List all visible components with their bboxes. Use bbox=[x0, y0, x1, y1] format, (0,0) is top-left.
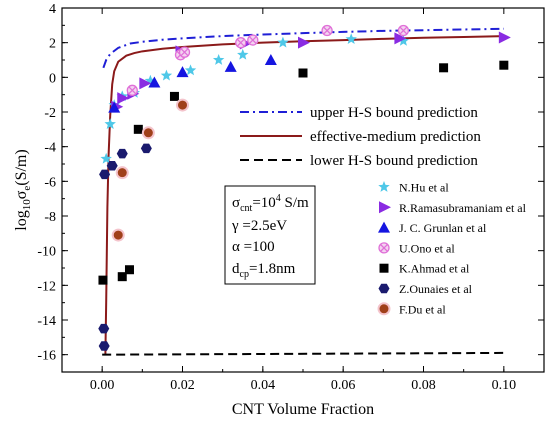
point-circle-6 bbox=[176, 98, 189, 112]
point-circle-6 bbox=[141, 126, 155, 140]
point-triangle-right-1 bbox=[117, 92, 130, 105]
point-square-4 bbox=[124, 265, 134, 275]
y-tick-label: -10 bbox=[37, 245, 56, 260]
point-square-4 bbox=[499, 60, 509, 70]
point-star-0 bbox=[104, 118, 116, 129]
point-square-4 bbox=[298, 68, 308, 78]
point-hexagon-5 bbox=[106, 160, 118, 171]
x-tick-label: 0.02 bbox=[170, 378, 195, 393]
legend-marker-circle bbox=[377, 302, 391, 316]
legend-series-label: Z.Ounaies et al bbox=[399, 282, 473, 296]
point-star-0 bbox=[160, 69, 173, 81]
legend-series-label: J. C. Grunlan et al bbox=[399, 221, 487, 235]
point-star-0 bbox=[184, 64, 197, 76]
y-tick-label: 4 bbox=[49, 2, 56, 17]
x-tick-label: 0.10 bbox=[492, 378, 517, 393]
point-circle-6 bbox=[111, 228, 125, 242]
curve-2 bbox=[102, 351, 504, 356]
point-triangle-2 bbox=[176, 66, 189, 78]
point-square-4 bbox=[169, 91, 179, 101]
point-star-0 bbox=[397, 34, 410, 46]
param-sigma: σcnt=104 S/m bbox=[232, 193, 309, 214]
legend-label-lower: lower H-S bound prediction bbox=[310, 153, 478, 169]
y-tick-label: -6 bbox=[44, 175, 56, 190]
point-circle-x-3 bbox=[235, 37, 247, 49]
x-tick-label: 0.08 bbox=[411, 378, 436, 393]
y-tick-label: 0 bbox=[49, 71, 56, 86]
point-square-4 bbox=[133, 124, 143, 134]
legend-marker-star bbox=[378, 181, 390, 192]
legend-series-label: R.Ramasubramaniam et al bbox=[399, 201, 527, 215]
y-axis-title: log10σe(S/m) bbox=[13, 149, 33, 230]
point-hexagon-5 bbox=[116, 148, 128, 159]
point-star-0 bbox=[100, 152, 112, 164]
legend-marker-circle-x bbox=[378, 242, 390, 254]
legend-label-upper: upper H-S bound prediction bbox=[310, 105, 478, 121]
legend-marker-square bbox=[379, 263, 389, 273]
point-hexagon-5 bbox=[99, 169, 111, 180]
x-tick-label: 0.04 bbox=[251, 378, 276, 393]
legend-series-label: F.Du et al bbox=[399, 302, 446, 316]
point-circle-6 bbox=[115, 166, 129, 180]
point-hexagon-5 bbox=[140, 143, 152, 154]
x-tick-label: 0.00 bbox=[90, 378, 115, 393]
point-star-0 bbox=[237, 48, 249, 60]
point-triangle-right-1 bbox=[298, 36, 310, 49]
axis-ticks bbox=[61, 7, 545, 373]
point-triangle-2 bbox=[224, 60, 237, 72]
point-hexagon-5 bbox=[98, 323, 110, 334]
param-gamma: γ =2.5eV bbox=[231, 218, 287, 234]
legend-marker-triangle-right bbox=[379, 201, 391, 214]
point-circle-x-3 bbox=[178, 46, 191, 58]
point-star-0 bbox=[212, 54, 225, 65]
series-legend: N.Hu et al R.Ramasubramaniam et al J. C. G… bbox=[377, 181, 527, 316]
y-tick-label: -4 bbox=[44, 141, 56, 156]
point-circle-x-3 bbox=[321, 24, 333, 37]
point-circle-x-3 bbox=[126, 84, 138, 96]
curve-1 bbox=[104, 35, 504, 355]
y-tick-label: -8 bbox=[44, 210, 56, 225]
param-dcp: dcp=1.8nm bbox=[232, 261, 296, 280]
point-triangle-2 bbox=[108, 101, 121, 113]
point-triangle-right-1 bbox=[139, 77, 152, 90]
y-tick-label: -16 bbox=[37, 349, 56, 364]
parameter-box: σcnt=104 S/m γ =2.5eV α =100 dcp=1.8nm bbox=[224, 185, 316, 285]
point-square-4 bbox=[439, 63, 449, 73]
y-tick-label: -14 bbox=[37, 314, 56, 329]
legend-series-label: U.Ono et al bbox=[399, 241, 455, 255]
point-square-4 bbox=[98, 275, 108, 285]
legend-marker-triangle bbox=[378, 221, 390, 233]
point-square-4 bbox=[117, 272, 127, 282]
legend-label-effective: effective-medium prediction bbox=[310, 129, 481, 145]
x-axis-title: CNT Volume Fraction bbox=[232, 401, 374, 418]
x-tick-label: 0.06 bbox=[331, 378, 356, 393]
plot-frame bbox=[61, 7, 545, 373]
legend-series-label: N.Hu et al bbox=[399, 181, 449, 195]
x-tick-labels: 0.00 0.02 0.04 0.06 0.08 0.10 bbox=[90, 378, 516, 393]
point-triangle-right-1 bbox=[498, 31, 511, 44]
point-circle-x-3 bbox=[397, 24, 410, 37]
legend-marker-hexagon bbox=[378, 283, 390, 294]
y-tick-label: -12 bbox=[37, 279, 56, 294]
point-triangle-right-1 bbox=[394, 32, 407, 45]
y-tick-labels: -16 -14 -12 -10 -8 -6 -4 -2 0 2 4 bbox=[37, 2, 56, 364]
point-star-0 bbox=[345, 33, 357, 45]
point-hexagon-5 bbox=[98, 341, 110, 351]
point-triangle-2 bbox=[148, 76, 161, 88]
legend-series-label: K.Ahmad et al bbox=[399, 262, 470, 276]
param-alpha: α =100 bbox=[232, 239, 275, 255]
y-tick-label: 2 bbox=[49, 37, 56, 52]
line-legend: upper H-S bound prediction effective-med… bbox=[240, 105, 481, 169]
data-points bbox=[98, 24, 511, 351]
point-triangle-2 bbox=[264, 54, 277, 65]
point-star-0 bbox=[144, 74, 157, 86]
point-circle-x-3 bbox=[247, 34, 259, 46]
point-star-0 bbox=[277, 36, 289, 48]
parameter-box-frame bbox=[224, 185, 316, 285]
y-tick-label: -2 bbox=[44, 106, 56, 121]
